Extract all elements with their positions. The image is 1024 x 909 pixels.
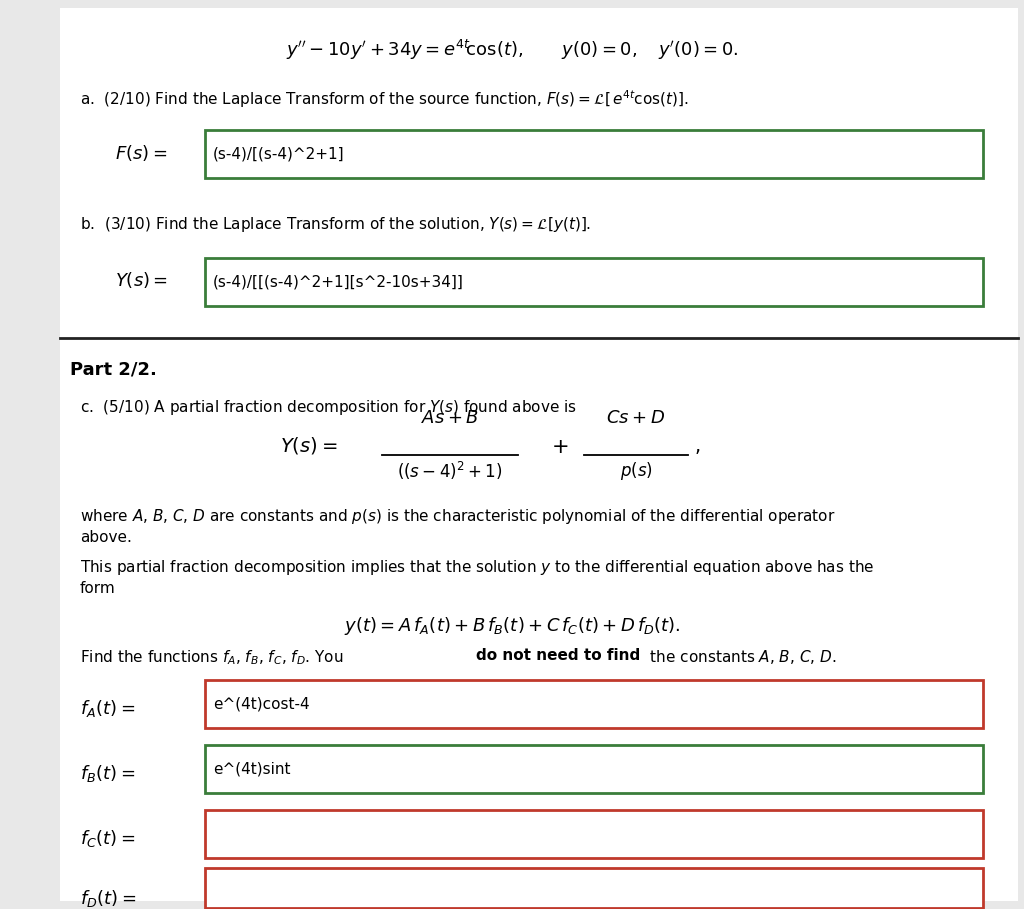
Text: b.  (3/10) Find the Laplace Transform of the solution, $Y(s) = \mathcal{L}[y(t)]: b. (3/10) Find the Laplace Transform of … [80,215,591,234]
Text: $((s - 4)^{2} + 1)$: $((s - 4)^{2} + 1)$ [397,460,503,482]
FancyBboxPatch shape [205,258,983,306]
Text: $+$: $+$ [551,437,568,457]
Text: $f_B(t) =$: $f_B(t) =$ [80,763,135,784]
Text: $f_C(t) =$: $f_C(t) =$ [80,828,135,849]
Text: $y(t) = A\,f_{A}(t) + B\,f_{B}(t) + C\,f_{C}(t) + D\,f_{D}(t).$: $y(t) = A\,f_{A}(t) + B\,f_{B}(t) + C\,f… [344,615,680,637]
Text: form: form [80,581,116,596]
Text: $f_D(t) =$: $f_D(t) =$ [80,888,136,909]
Text: $Cs + D$: $Cs + D$ [606,409,666,427]
Text: the constants $A$, $B$, $C$, $D$.: the constants $A$, $B$, $C$, $D$. [645,648,837,666]
Text: (s-4)/[(s-4)^2+1]: (s-4)/[(s-4)^2+1] [213,146,345,162]
FancyBboxPatch shape [205,745,983,793]
Text: $y'' - 10y' + 34y = e^{4t}\!\cos(t),\qquad y(0) = 0,\quad y'(0) = 0.$: $y'' - 10y' + 34y = e^{4t}\!\cos(t),\qqu… [286,38,738,62]
Text: $p(s)$: $p(s)$ [620,460,652,482]
Text: e^(4t)cost-4: e^(4t)cost-4 [213,696,309,712]
FancyBboxPatch shape [205,680,983,728]
Text: c.  (5/10) A partial fraction decomposition for $Y(s)$ found above is: c. (5/10) A partial fraction decompositi… [80,398,577,417]
FancyBboxPatch shape [205,810,983,858]
Text: e^(4t)sint: e^(4t)sint [213,762,291,776]
Text: $Y(s) =$: $Y(s) =$ [280,435,338,455]
Text: do not need to find: do not need to find [476,648,640,663]
Text: Find the functions $f_A$, $f_B$, $f_C$, $f_D$. You: Find the functions $f_A$, $f_B$, $f_C$, … [80,648,345,666]
Text: above.: above. [80,530,132,545]
Text: $As + B$: $As + B$ [421,409,479,427]
Text: (s-4)/[[(s-4)^2+1][s^2-10s+34]]: (s-4)/[[(s-4)^2+1][s^2-10s+34]] [213,275,464,289]
Text: $,$: $,$ [694,437,700,456]
Text: $Y(s) =$: $Y(s) =$ [115,270,168,290]
Text: This partial fraction decomposition implies that the solution $y$ to the differe: This partial fraction decomposition impl… [80,558,874,577]
Text: Part 2/2.: Part 2/2. [70,360,157,378]
Text: $F(s) =$: $F(s) =$ [115,143,167,163]
Text: $f_A(t) =$: $f_A(t) =$ [80,698,135,719]
FancyBboxPatch shape [205,130,983,178]
FancyBboxPatch shape [205,868,983,908]
FancyBboxPatch shape [60,8,1018,901]
Text: a.  (2/10) Find the Laplace Transform of the source function, $F(s) = \mathcal{L: a. (2/10) Find the Laplace Transform of … [80,88,689,110]
Text: where $A$, $B$, $C$, $D$ are constants and $p(s)$ is the characteristic polynomi: where $A$, $B$, $C$, $D$ are constants a… [80,507,836,526]
